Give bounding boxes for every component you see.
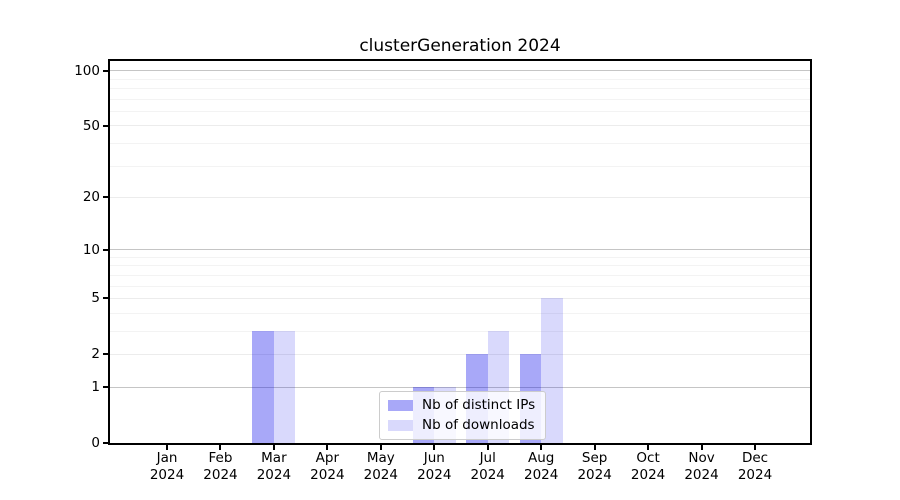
x-tick-label: Dec 2024 [723, 450, 787, 484]
y-tick-label: 0 [91, 435, 100, 451]
x-tick-label: Jun 2024 [402, 450, 466, 484]
bar-downloads-aug [541, 298, 563, 443]
legend-item-distinct-ips: Nb of distinct IPs [388, 397, 535, 413]
gridline-minor [110, 256, 810, 258]
gridline [110, 196, 810, 198]
x-tick-mark [593, 445, 596, 450]
x-tick-mark [326, 445, 329, 450]
x-tick-label: Mar 2024 [242, 450, 306, 484]
y-tick-label: 10 [82, 241, 100, 258]
gridline [110, 297, 810, 299]
x-tick-year: 2024 [577, 467, 612, 483]
y-tick-mark [103, 297, 108, 300]
x-tick-label: Nov 2024 [670, 450, 734, 484]
gridline-minor [110, 312, 810, 314]
x-tick-month: Dec [741, 450, 769, 466]
x-tick-month: Jun [423, 450, 445, 466]
y-tick-mark [103, 196, 108, 199]
x-tick-month: Jul [479, 450, 496, 466]
x-tick-year: 2024 [523, 467, 559, 483]
x-tick-year: 2024 [310, 467, 345, 483]
x-tick-label: Jan 2024 [135, 450, 199, 484]
gridline-minor [110, 110, 810, 112]
y-tick-label: 1 [91, 379, 100, 396]
x-tick-month: Oct [636, 450, 660, 466]
x-tick-label: Aug 2024 [509, 450, 573, 484]
x-tick-year: 2024 [256, 467, 292, 483]
gridline [110, 125, 810, 127]
x-tick-label: Jul 2024 [456, 450, 520, 484]
x-tick-year: 2024 [149, 467, 185, 483]
x-tick-month: Jan [156, 450, 178, 466]
x-tick-mark [433, 445, 436, 450]
y-tick-mark [103, 353, 108, 356]
x-tick-year: 2024 [737, 467, 773, 483]
x-tick-mark [540, 445, 543, 450]
x-tick-month: Sep [581, 450, 608, 466]
x-tick-year: 2024 [684, 467, 719, 483]
x-tick-label: Sep 2024 [563, 450, 627, 484]
y-tick-label: 2 [91, 346, 100, 363]
y-tick-label: 5 [91, 290, 100, 307]
gridline-minor [110, 265, 810, 267]
x-tick-year: 2024 [470, 467, 505, 483]
gridline [110, 249, 810, 251]
bar-downloads-mar [273, 331, 296, 443]
x-tick-year: 2024 [363, 467, 398, 483]
x-tick-month: Apr [315, 450, 340, 466]
gridline [110, 353, 810, 355]
x-tick-year: 2024 [417, 467, 452, 483]
gridline-minor [110, 142, 810, 144]
y-tick-mark [103, 69, 108, 72]
x-tick-mark [166, 445, 168, 450]
y-tick-mark [103, 124, 108, 127]
x-tick-mark [754, 445, 756, 450]
legend-label-distinct-ips: Nb of distinct IPs [422, 397, 536, 413]
x-tick-year: 2024 [630, 467, 666, 483]
x-tick-label: Feb 2024 [188, 450, 252, 484]
x-tick-mark [486, 445, 489, 450]
legend-swatch-distinct-ips [388, 399, 413, 411]
legend: Nb of distinct IPs Nb of downloads [379, 391, 547, 440]
y-tick-label: 20 [82, 189, 100, 206]
chart-title: clusterGeneration 2024 [359, 36, 561, 56]
y-tick-mark [103, 442, 108, 444]
gridline [110, 70, 810, 72]
legend-item-downloads: Nb of downloads [388, 417, 535, 433]
x-tick-mark [219, 445, 222, 450]
x-tick-label: Oct 2024 [616, 450, 680, 484]
gridline-minor [110, 78, 810, 80]
x-tick-month: Aug [527, 450, 555, 466]
y-tick-label: 50 [82, 117, 100, 134]
gridline [110, 386, 810, 388]
x-tick-month: Feb [208, 450, 233, 466]
x-tick-mark [272, 445, 275, 450]
y-tick-label: 100 [74, 62, 100, 79]
y-tick-mark [103, 248, 108, 251]
x-tick-label: May 2024 [349, 450, 413, 484]
x-tick-mark [700, 445, 703, 450]
x-tick-month: Nov [688, 450, 715, 466]
gridline-minor [110, 330, 810, 332]
gridline-minor [110, 274, 810, 276]
y-tick-mark [103, 386, 108, 389]
x-tick-year: 2024 [203, 467, 238, 483]
x-tick-month: Mar [261, 450, 287, 466]
gridline-minor [110, 285, 810, 287]
gridline-minor [110, 98, 810, 100]
legend-label-downloads: Nb of downloads [422, 417, 535, 433]
x-tick-mark [379, 445, 382, 450]
x-tick-month: May [366, 450, 395, 466]
gridline-minor [110, 165, 810, 167]
bar-distinct-ips-mar [252, 331, 274, 443]
legend-swatch-downloads [388, 419, 413, 431]
gridline-minor [110, 88, 810, 90]
x-tick-label: Apr 2024 [295, 450, 359, 484]
x-tick-mark [647, 445, 650, 450]
